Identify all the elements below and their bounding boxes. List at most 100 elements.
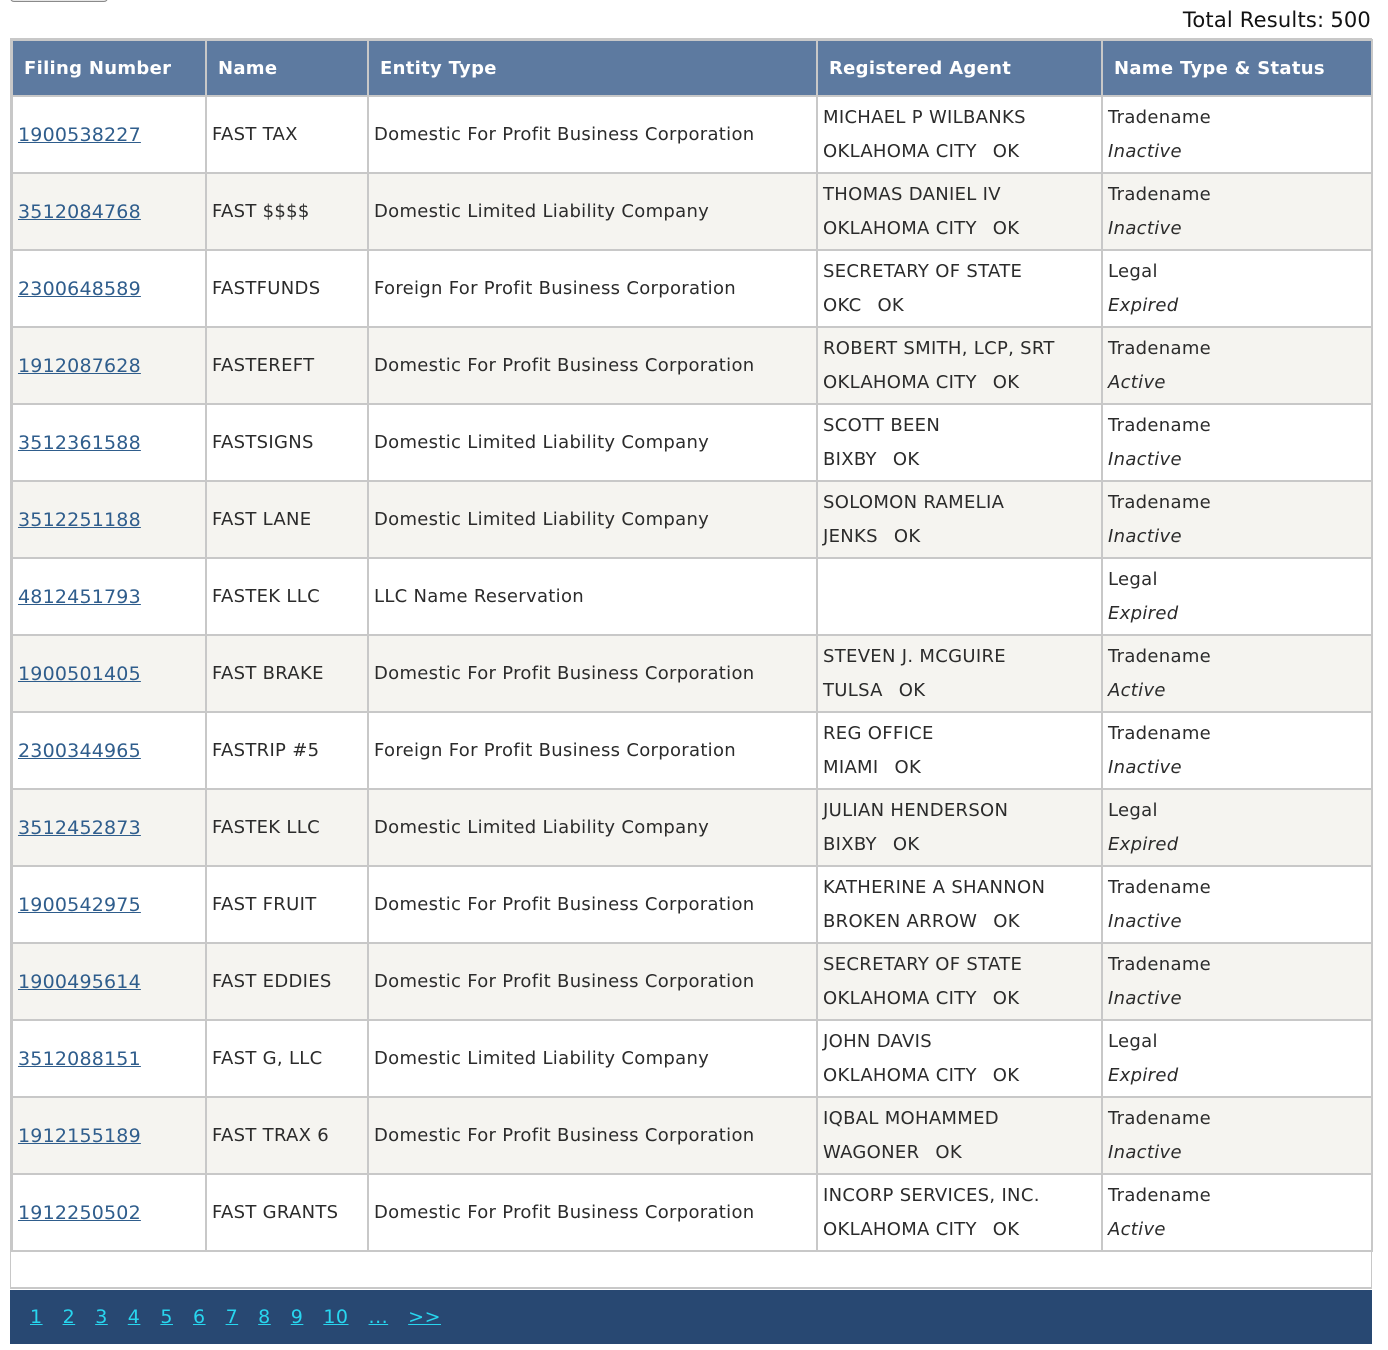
entity-type-cell: Domestic For Profit Business Corporation: [367, 1173, 818, 1252]
filing-number-cell: 1912087628: [11, 326, 207, 405]
agent-location: BROKEN ARROW OK: [823, 905, 1101, 939]
results-table-body: 1900538227 FAST TAX Domestic For Profit Bu…: [11, 95, 1373, 1252]
column-header-name-type-status[interactable]: Name Type & Status: [1101, 39, 1373, 97]
agent-state: OK: [892, 448, 920, 470]
results-table: Filing Number Name Entity Type Registere…: [11, 39, 1373, 1252]
name-type-status-cell: Tradename Active: [1101, 1173, 1373, 1252]
filing-number-link[interactable]: 3512452873: [18, 816, 141, 839]
entity-name-cell: FASTSIGNS: [205, 403, 369, 482]
filing-number-link[interactable]: 2300648589: [18, 277, 141, 300]
filing-number-link[interactable]: 3512251188: [18, 508, 141, 531]
filing-number-link[interactable]: 3512361588: [18, 431, 141, 454]
agent-location: WAGONER OK: [823, 1136, 1101, 1170]
page-link-3[interactable]: 3: [95, 1306, 108, 1328]
top-button[interactable]: [10, 0, 108, 2]
name-type-status-cell: Tradename Inactive: [1101, 172, 1373, 251]
filing-number-cell: 2300344965: [11, 711, 207, 790]
registered-agent-cell: KATHERINE A SHANNON BROKEN ARROW OK: [816, 865, 1103, 944]
name-type: Tradename: [1108, 1184, 1212, 1206]
agent-name: JULIAN HENDERSON: [823, 799, 1009, 821]
status-text: Inactive: [1108, 1141, 1182, 1163]
filing-number-link[interactable]: 4812451793: [18, 585, 141, 608]
page-link-7[interactable]: 7: [225, 1306, 239, 1328]
entity-type-cell: Domestic For Profit Business Corporation: [367, 942, 818, 1021]
status-text: Active: [1108, 1218, 1166, 1240]
table-row: 1912250502 FAST GRANTS Domestic For Profit…: [11, 1173, 1373, 1252]
filing-number-link[interactable]: 1900542975: [18, 893, 141, 916]
table-row: 1900542975 FAST FRUIT Domestic For Profit …: [11, 865, 1373, 944]
entity-name-cell: FASTFUNDS: [205, 249, 369, 328]
filing-number-link[interactable]: 3512084768: [18, 200, 141, 223]
name-type: Tradename: [1108, 876, 1212, 898]
registered-agent-cell: REG OFFICE MIAMI OK: [816, 711, 1103, 790]
agent-name: REG OFFICE: [823, 722, 934, 744]
page-link-5[interactable]: 5: [160, 1306, 173, 1328]
column-header-registered-agent[interactable]: Registered Agent: [816, 39, 1103, 97]
filing-number-cell: 1900538227: [11, 95, 207, 174]
agent-location: OKLAHOMA CITY OK: [823, 1059, 1101, 1093]
entity-name-cell: FAST FRUIT: [205, 865, 369, 944]
agent-name: SECRETARY OF STATE: [823, 953, 1023, 975]
filing-number-link[interactable]: 3512088151: [18, 1047, 141, 1070]
filing-number-link[interactable]: 2300344965: [18, 739, 141, 762]
table-row: 3512361588 FASTSIGNS Domestic Limited Liab…: [11, 403, 1373, 482]
status-text: Inactive: [1108, 525, 1182, 547]
table-row: 3512084768 FAST $$$$ Domestic Limited Liab…: [11, 172, 1373, 251]
agent-state: OK: [898, 679, 926, 701]
agent-city: BIXBY: [823, 833, 877, 855]
status-text: Active: [1108, 679, 1166, 701]
page-link-2[interactable]: 2: [62, 1306, 76, 1328]
agent-name: SECRETARY OF STATE: [823, 260, 1023, 282]
filing-number-link[interactable]: 1900495614: [18, 970, 141, 993]
name-type: Legal: [1108, 568, 1158, 590]
status-text: Expired: [1108, 294, 1179, 316]
agent-location: TULSA OK: [823, 674, 1101, 708]
agent-location: BIXBY OK: [823, 443, 1101, 477]
registered-agent-cell: SCOTT BEEN BIXBY OK: [816, 403, 1103, 482]
name-type-status-cell: Tradename Inactive: [1101, 942, 1373, 1021]
page-link-8[interactable]: 8: [258, 1306, 271, 1328]
agent-city: OKLAHOMA CITY: [823, 217, 977, 239]
filing-number-cell: 4812451793: [11, 557, 207, 636]
name-type-status-cell: Tradename Inactive: [1101, 480, 1373, 559]
agent-name: MICHAEL P WILBANKS: [823, 106, 1026, 128]
entity-type-cell: Domestic For Profit Business Corporation: [367, 326, 818, 405]
agent-location: OKLAHOMA CITY OK: [823, 135, 1101, 169]
agent-name: INCORP SERVICES, INC.: [823, 1184, 1040, 1206]
agent-state: OK: [992, 371, 1020, 393]
registered-agent-cell: JULIAN HENDERSON BIXBY OK: [816, 788, 1103, 867]
filing-number-link[interactable]: 1912155189: [18, 1124, 141, 1147]
entity-name-cell: FASTEK LLC: [205, 557, 369, 636]
agent-city: JENKS: [823, 525, 878, 547]
table-row: 3512088151 FAST G, LLC Domestic Limited Li…: [11, 1019, 1373, 1098]
agent-city: TULSA: [823, 679, 883, 701]
name-type: Tradename: [1108, 722, 1212, 744]
page-link-9[interactable]: 9: [290, 1306, 304, 1328]
registered-agent-cell: [816, 557, 1103, 636]
name-type-status-cell: Tradename Active: [1101, 326, 1373, 405]
agent-location: MIAMI OK: [823, 751, 1101, 785]
entity-type-cell: Domestic Limited Liability Company: [367, 788, 818, 867]
page-link-6[interactable]: 6: [192, 1306, 206, 1328]
page-link-10[interactable]: 10: [323, 1306, 349, 1328]
filing-number-link[interactable]: 1912087628: [18, 354, 141, 377]
column-header-entity-type[interactable]: Entity Type: [367, 39, 818, 97]
agent-city: BIXBY: [823, 448, 877, 470]
page-link-1[interactable]: 1: [30, 1306, 43, 1328]
page-link-ellipsis[interactable]: ...: [368, 1306, 389, 1328]
entity-type-cell: Domestic Limited Liability Company: [367, 403, 818, 482]
column-header-name[interactable]: Name: [205, 39, 369, 97]
total-results-value: 500: [1330, 8, 1371, 32]
table-row: 1900495614 FAST EDDIES Domestic For Profit…: [11, 942, 1373, 1021]
agent-state: OK: [992, 140, 1020, 162]
next-page-link[interactable]: >>: [408, 1306, 441, 1328]
column-header-filing-number[interactable]: Filing Number: [11, 39, 207, 97]
filing-number-link[interactable]: 1912250502: [18, 1201, 141, 1224]
name-type-status-cell: Tradename Inactive: [1101, 95, 1373, 174]
status-text: Inactive: [1108, 140, 1182, 162]
page-link-4[interactable]: 4: [127, 1306, 141, 1328]
name-type-status-cell: Tradename Inactive: [1101, 1096, 1373, 1175]
filing-number-link[interactable]: 1900501405: [18, 662, 141, 685]
agent-state: OK: [993, 910, 1020, 932]
filing-number-link[interactable]: 1900538227: [18, 123, 141, 146]
